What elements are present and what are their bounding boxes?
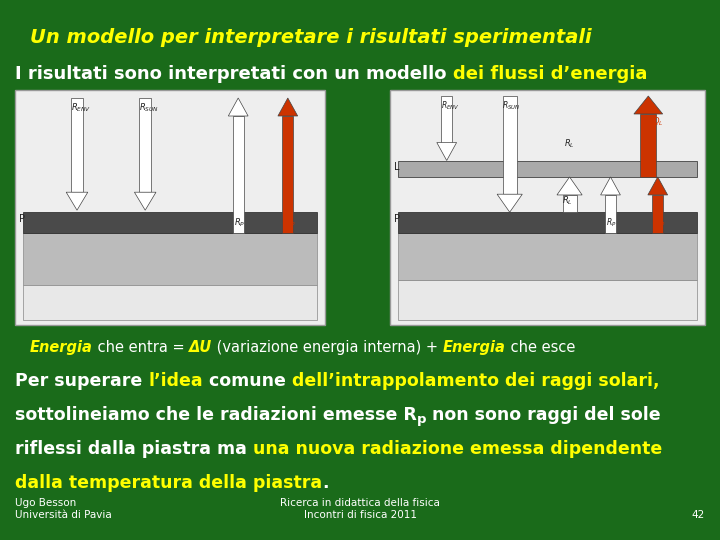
Bar <box>398 212 697 233</box>
Text: Energia: Energia <box>443 340 506 355</box>
Text: $Q_p$: $Q_p$ <box>284 216 296 229</box>
Polygon shape <box>497 194 522 212</box>
Text: L: L <box>394 163 400 172</box>
Text: comune: comune <box>203 372 292 390</box>
Polygon shape <box>648 177 667 195</box>
Text: una nuova radiazione emessa dipendente: una nuova radiazione emessa dipendente <box>253 440 662 458</box>
Text: $R_{ENV}$: $R_{ENV}$ <box>441 99 459 111</box>
Bar <box>282 116 293 233</box>
Text: sottolineiamo che le radiazioni emesse R: sottolineiamo che le radiazioni emesse R <box>15 406 417 424</box>
Text: p: p <box>417 413 426 426</box>
Bar <box>71 98 83 192</box>
Text: che entra =: che entra = <box>93 340 189 355</box>
Bar <box>605 195 616 233</box>
Bar <box>233 116 243 233</box>
Bar <box>398 233 697 280</box>
Polygon shape <box>278 98 297 116</box>
Text: riflessi dalla piastra ma: riflessi dalla piastra ma <box>15 440 253 458</box>
Text: P: P <box>394 214 400 224</box>
Bar <box>503 96 517 194</box>
Polygon shape <box>634 96 662 114</box>
Polygon shape <box>228 98 248 116</box>
Text: (variazione energia interna) +: (variazione energia interna) + <box>212 340 443 355</box>
Bar <box>652 195 663 233</box>
Text: $R_P$: $R_P$ <box>234 217 246 230</box>
Text: l’idea: l’idea <box>148 372 203 390</box>
Bar <box>390 90 705 325</box>
Text: che esce: che esce <box>506 340 575 355</box>
Bar <box>23 233 317 285</box>
Bar <box>562 195 577 212</box>
Text: $R_L$: $R_L$ <box>564 138 575 151</box>
Text: ΔU: ΔU <box>189 340 212 355</box>
Bar <box>398 280 697 320</box>
Polygon shape <box>437 143 456 160</box>
Polygon shape <box>557 177 582 195</box>
Bar <box>640 114 657 177</box>
Text: $Q_L$: $Q_L$ <box>652 116 664 129</box>
Text: P: P <box>19 214 25 224</box>
Text: $Q_p$: $Q_p$ <box>654 216 665 229</box>
Text: Ricerca in didattica della fisica
Incontri di fisica 2011: Ricerca in didattica della fisica Incont… <box>280 498 440 520</box>
Text: I risultati sono interpretati con un modello: I risultati sono interpretati con un mod… <box>15 65 453 83</box>
Text: 42: 42 <box>692 510 705 520</box>
Bar <box>139 98 151 192</box>
Text: $R_{SUN}$: $R_{SUN}$ <box>139 102 159 114</box>
Bar <box>398 160 697 177</box>
Text: dalla temperatura della piastra: dalla temperatura della piastra <box>15 474 322 492</box>
Text: Un modello per interpretare i risultati sperimentali: Un modello per interpretare i risultati … <box>30 28 592 47</box>
Text: $R_{ENV}$: $R_{ENV}$ <box>71 102 91 114</box>
Text: Per superare: Per superare <box>15 372 148 390</box>
Text: dei flussi d’energia: dei flussi d’energia <box>453 65 647 83</box>
Bar <box>23 212 317 233</box>
Bar <box>15 90 325 325</box>
Polygon shape <box>135 192 156 210</box>
Text: $R_P$: $R_P$ <box>606 217 617 230</box>
Polygon shape <box>600 177 621 195</box>
Text: $R_L$: $R_L$ <box>562 195 572 207</box>
Text: Energia: Energia <box>30 340 93 355</box>
Text: dell’intrappolamento dei raggi solari,: dell’intrappolamento dei raggi solari, <box>292 372 660 390</box>
Text: .: . <box>322 474 328 492</box>
Text: Ugo Besson
Università di Pavia: Ugo Besson Università di Pavia <box>15 498 112 520</box>
Bar <box>23 285 317 320</box>
Text: $R_{SUN}$: $R_{SUN}$ <box>502 99 520 111</box>
Text: non sono raggi del sole: non sono raggi del sole <box>426 406 661 424</box>
Polygon shape <box>66 192 88 210</box>
Bar <box>441 96 452 143</box>
